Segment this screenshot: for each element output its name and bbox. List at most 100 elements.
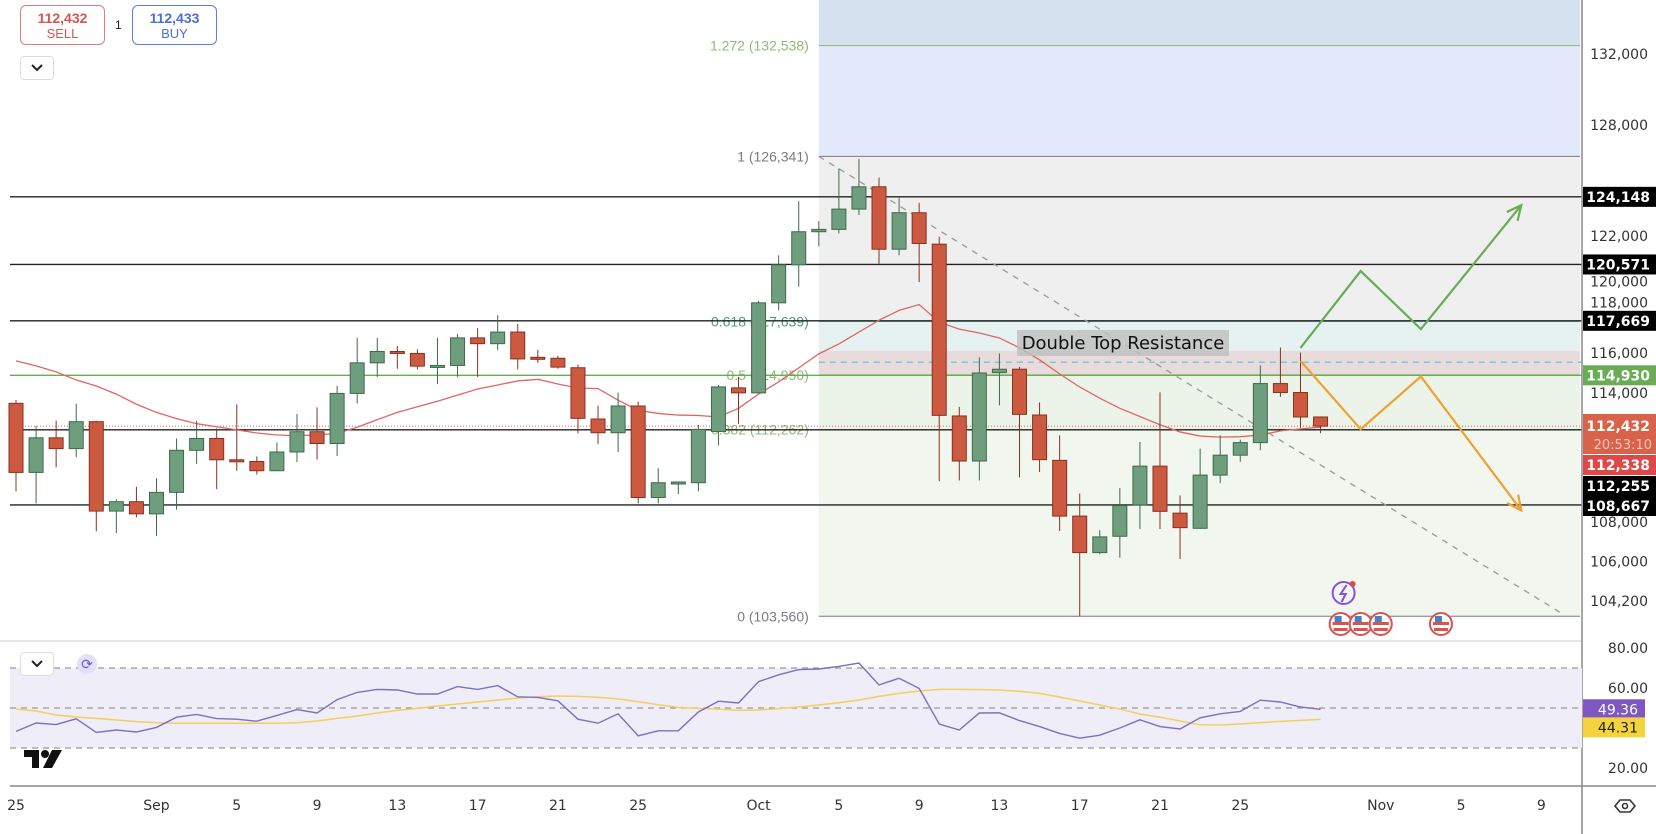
level-price-badge-bg [1583,496,1656,516]
candle-up [189,437,205,451]
current-price-badge-bg [1583,414,1656,454]
time-tick-label: 17 [1071,798,1089,814]
level-price-badge-bg [1583,476,1656,496]
candle-down [229,459,245,463]
candle-up [169,449,185,493]
sell-label: SELL [46,26,79,41]
collapse-rsi-legend-button[interactable] [20,652,54,676]
fib-band [818,0,1580,46]
candle-down [8,402,24,473]
candle-up [751,302,767,394]
price-tick-label: 132,000 [1590,47,1648,63]
candle-down [570,367,586,419]
buy-button[interactable]: 112,433 BUY [132,5,217,45]
candle-down [409,352,425,367]
candle-down [209,437,225,461]
candle-down [309,431,325,445]
flag-canton [1434,616,1442,622]
trendline-dashed [818,155,1562,614]
flag-stripe [1372,622,1389,625]
candle-down [510,331,526,360]
time-tick-label: 17 [469,798,487,814]
candle-down [1072,515,1088,554]
lightning-icon [1331,581,1356,605]
moving-average-line [15,303,1321,438]
level-price-badge-bg [1583,254,1656,275]
annotation-box [1017,330,1229,356]
candle-down [630,405,646,499]
time-tick-label: 13 [388,798,406,814]
time-tick-label: 21 [549,798,567,814]
level-price-badge-bg [1583,310,1656,331]
time-tick-label: Sep [143,798,170,814]
flag-stripe [1353,628,1368,631]
candle-down [931,243,947,416]
candle-down [530,356,546,360]
candle-up [1212,454,1228,476]
fib-level-label: 1 (126,341) [737,148,809,164]
time-tick-label: 9 [915,798,924,814]
time-tick-label: 13 [991,798,1009,814]
buy-price: 112,433 [149,10,200,26]
candle-down [128,501,144,515]
level-price-badge: 124,148 [1586,190,1650,206]
price-tick-label: 118,000 [1590,295,1648,311]
candle-down [550,357,566,368]
candle-down [1012,368,1027,415]
candle-up [369,350,385,364]
refresh-icon[interactable]: ⟳ [77,654,97,674]
rsi-tick-label: 20.00 [1608,761,1648,777]
time-tick-label: 9 [1537,798,1546,814]
price-tick-label: 128,000 [1590,118,1648,134]
bar-countdown: 20:53:10 [1594,438,1652,453]
time-tick-label: 25 [629,798,647,814]
candle-up [329,392,345,445]
tradingview-logo [24,748,64,775]
candle-down [48,437,64,450]
fib-band [818,45,1580,157]
order-quantity[interactable]: 1 [115,18,122,32]
rsi-value-badge-bg [1583,699,1645,720]
buy-label: BUY [161,26,188,41]
level-price-badge: 117,669 [1586,314,1650,330]
notification-dot [1349,581,1356,587]
candle-down [1152,465,1168,512]
price-tick-label: 106,000 [1590,554,1648,570]
rsi-ma-badge-bg [1583,717,1645,738]
eye-icon[interactable] [1612,796,1638,816]
candle-up [670,481,686,485]
flag-canton [1334,616,1342,622]
flag-canton [1374,616,1382,622]
collapse-legend-button[interactable] [20,56,54,80]
rsi-ma-line [15,688,1321,726]
candle-up [450,337,466,366]
candle-up [1132,465,1148,506]
price-tick-label: 108,000 [1590,515,1648,531]
flag-stripe [1333,628,1348,631]
time-tick-label: 5 [232,798,241,814]
candle-up [891,212,907,250]
candle-up [1252,383,1268,444]
candle-up [108,501,124,512]
fib-level-label: 1.272 (132,538) [710,38,809,54]
price-tick-label: 122,000 [1590,229,1648,245]
candle-up [811,228,827,233]
candle-down [1032,414,1048,461]
sell-button[interactable]: 112,432 SELL [20,5,105,45]
bullish-scenario-path-arrowhead [1506,203,1523,222]
candle-up [851,186,867,210]
candle-up [148,491,164,515]
candle-up [289,431,305,453]
time-tick-label: 25 [1231,798,1249,814]
flag-stripe [1373,628,1388,631]
candle-down [470,337,486,345]
candle-up [690,428,706,484]
flag-canton [1354,616,1362,622]
candle-down [731,387,747,394]
time-tick-label: Nov [1367,798,1394,814]
bearish-scenario-path [1299,360,1523,512]
time-tick-label: Oct [746,798,771,814]
candle-down [871,186,887,250]
candle-up [1232,442,1248,456]
